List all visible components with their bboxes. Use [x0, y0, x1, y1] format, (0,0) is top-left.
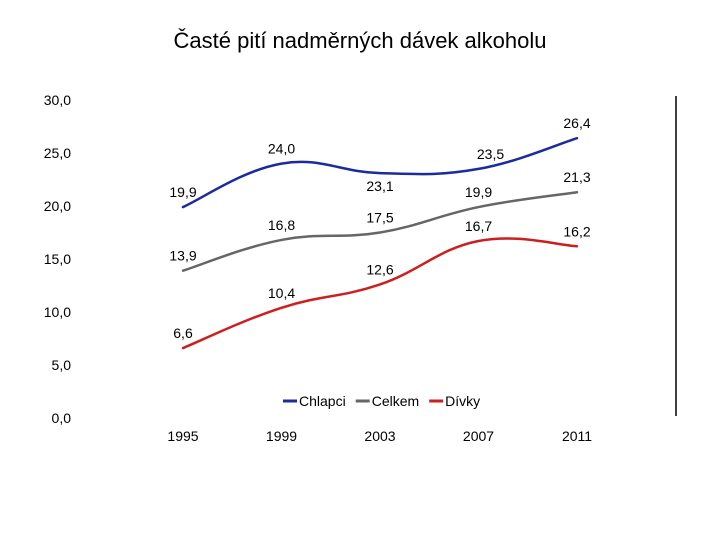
- data-label: 19,9: [169, 184, 196, 200]
- data-labels: 19,9 24,0 23,1 23,5 26,4 13,9 16,8 17,5 19,9 21,3…: [169, 115, 590, 341]
- data-label: 23,5: [477, 146, 504, 162]
- x-tick-label: 2007: [463, 428, 494, 444]
- x-axis-ticks: 1995 1999 2003 2007 2011: [167, 428, 592, 444]
- series-line-dívky: [181, 237, 579, 350]
- series-line-chlapci: [181, 136, 579, 209]
- y-tick-label: 25,0: [44, 145, 71, 161]
- y-tick-label: 10,0: [44, 304, 71, 320]
- x-tick-label: 1999: [266, 428, 297, 444]
- x-tick-label: 2011: [562, 428, 592, 444]
- data-label: 21,3: [563, 169, 590, 185]
- y-tick-label: 15,0: [44, 251, 71, 267]
- data-label: 23,1: [366, 178, 393, 194]
- y-tick-label: 0,0: [52, 410, 72, 426]
- series-lines: [181, 136, 579, 350]
- y-tick-label: 5,0: [52, 357, 72, 373]
- y-tick-label: 20,0: [44, 198, 71, 214]
- data-label: 16,2: [563, 223, 590, 239]
- data-label: 24,0: [268, 141, 295, 157]
- legend-label: Celkem: [372, 393, 419, 409]
- data-label: 17,5: [366, 210, 393, 226]
- data-label: 16,7: [465, 218, 492, 234]
- legend: Chlapci Celkem Dívky: [283, 393, 480, 409]
- y-tick-label: 30,0: [44, 92, 71, 108]
- data-label: 13,9: [169, 248, 196, 264]
- chart-title: Časté pití nadměrných dávek alkoholu: [174, 28, 547, 53]
- data-label: 16,8: [268, 217, 295, 233]
- data-label: 10,4: [268, 285, 295, 301]
- y-axis-ticks: 0,0 5,0 10,0 15,0 20,0 25,0 30,0: [44, 92, 71, 426]
- data-label: 6,6: [173, 325, 193, 341]
- legend-label: Chlapci: [299, 393, 346, 409]
- data-label: 26,4: [563, 115, 590, 131]
- data-label: 19,9: [465, 184, 492, 200]
- series-line-celkem: [181, 190, 579, 272]
- legend-label: Dívky: [445, 393, 480, 409]
- x-tick-label: 1995: [167, 428, 198, 444]
- data-label: 12,6: [366, 261, 393, 277]
- x-tick-label: 2003: [364, 428, 395, 444]
